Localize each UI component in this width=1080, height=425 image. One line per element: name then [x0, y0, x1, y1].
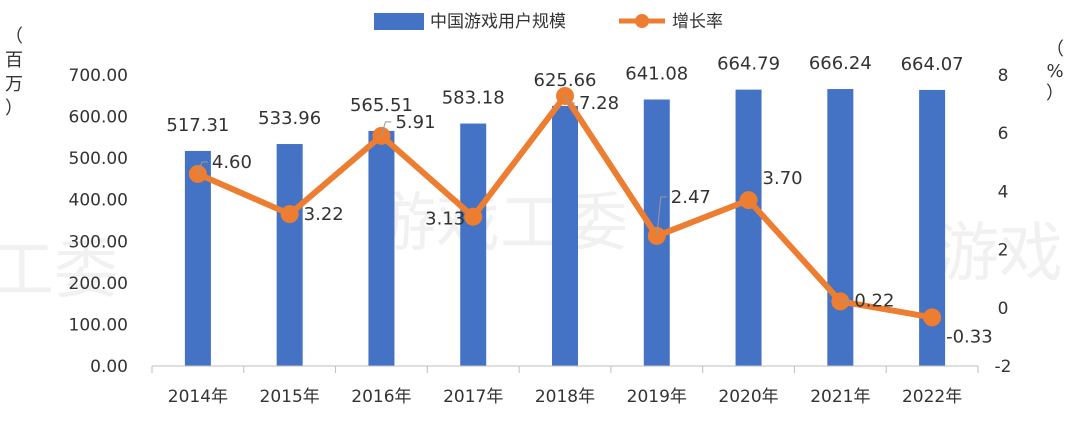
line-data-label: 7.28 [579, 93, 619, 114]
line-data-label: -0.33 [946, 326, 993, 347]
leader-line [197, 161, 208, 175]
right-axis-ticks: -2 0 2 4 6 8 [995, 66, 1012, 377]
leader-line [564, 95, 575, 104]
x-tick-label: 2019年 [627, 387, 687, 407]
bar [368, 130, 395, 366]
right-tick-label: 0 [998, 299, 1009, 319]
legend: 中国游戏用户规模 增长率 [374, 12, 723, 32]
bar-data-label: 625.66 [534, 70, 597, 91]
x-tick-label: 2021年 [810, 387, 870, 407]
left-tick-label: 400.00 [69, 191, 128, 211]
x-tick-label: 2018年 [535, 387, 595, 407]
legend-line-marker [635, 14, 649, 28]
x-tick-label: 2022年 [902, 387, 962, 407]
legend-label-line: 增长率 [672, 12, 723, 32]
right-tick-label: 6 [998, 124, 1009, 144]
watermark-text: 游戏 [935, 217, 1063, 291]
watermark: 工委 游戏工委 游戏 [0, 187, 1063, 308]
growth-point [739, 191, 758, 210]
bar-series [184, 89, 946, 366]
bar-data-label: 664.07 [901, 54, 964, 75]
left-tick-label: 200.00 [69, 274, 128, 294]
line-data-label: 3.13 [425, 209, 465, 230]
bar [184, 150, 211, 366]
left-axis-unit-char: 万 [5, 74, 23, 95]
bar [827, 89, 854, 366]
watermark-text: 工委 [0, 234, 118, 308]
left-tick-label: 600.00 [69, 108, 128, 128]
right-axis-unit-char: % [1046, 61, 1063, 82]
x-tick-label: 2017年 [443, 387, 503, 407]
left-axis-unit-char: （ [5, 26, 23, 47]
bar-data-label: 517.31 [166, 115, 229, 136]
left-tick-label: 700.00 [69, 66, 128, 86]
x-tick-label: 2015年 [260, 387, 320, 407]
bar [552, 105, 578, 366]
left-tick-label: 500.00 [69, 149, 128, 169]
growth-point [280, 205, 299, 224]
growth-point [923, 308, 942, 327]
line-data-label: 5.91 [395, 112, 435, 133]
legend-bar-swatch [374, 13, 424, 30]
x-axis: 2014年 2015年 2016年 2017年 2018年 2019年 2020年 2021年… [151, 365, 979, 407]
bar-data-label: 583.18 [442, 88, 505, 109]
growth-point [464, 207, 483, 226]
x-tick-label: 2016年 [351, 387, 411, 407]
leader-line [840, 299, 851, 302]
right-tick-label: -2 [995, 357, 1012, 377]
right-axis-unit: （%） [1046, 39, 1064, 104]
bar [735, 89, 762, 366]
bar-data-labels: 517.31 533.96 565.51 583.18 625.66 641.08 664.… [166, 53, 963, 136]
right-tick-label: 2 [998, 241, 1009, 261]
right-axis-unit-char: （ [1046, 39, 1064, 60]
bar-data-label: 533.96 [258, 108, 321, 129]
line-data-labels: 4.60 3.22 5.91 3.13 7.28 2.47 3.70 0.22 -0.33 [197, 93, 993, 347]
line-data-label: 4.60 [212, 152, 252, 173]
x-tick-label: 2014年 [168, 387, 228, 407]
bar-data-label: 664.79 [717, 54, 780, 75]
bar [460, 123, 487, 366]
right-tick-label: 4 [998, 182, 1009, 202]
right-axis-unit-char: ） [1046, 83, 1064, 104]
bar [276, 144, 303, 366]
line-data-label: 3.22 [304, 204, 344, 225]
left-axis-unit-char: 百 [5, 50, 23, 71]
right-tick-label: 8 [998, 66, 1009, 86]
line-data-label: 3.70 [763, 168, 803, 189]
legend-label-bar: 中国游戏用户规模 [430, 12, 566, 32]
left-axis-ticks: 0.00 100.00 200.00 300.00 400.00 500.00 600.00… [69, 66, 128, 377]
left-axis-unit: （ 百万 ） [5, 26, 23, 119]
left-tick-label: 300.00 [69, 232, 128, 252]
bar-data-label: 565.51 [350, 95, 413, 116]
x-tick-label: 2020年 [718, 387, 778, 407]
bar-data-label: 666.24 [809, 53, 872, 74]
watermark-text: 游戏工委 [372, 187, 628, 261]
line-data-label: 2.47 [671, 187, 711, 208]
leader-line [656, 196, 667, 236]
leader-line [380, 121, 392, 136]
line-data-label: 0.22 [854, 290, 894, 311]
bar-data-label: 641.08 [625, 63, 688, 84]
left-tick-label: 0.00 [90, 357, 128, 377]
left-axis-unit-char: ） [5, 98, 23, 119]
left-tick-label: 100.00 [69, 315, 128, 335]
